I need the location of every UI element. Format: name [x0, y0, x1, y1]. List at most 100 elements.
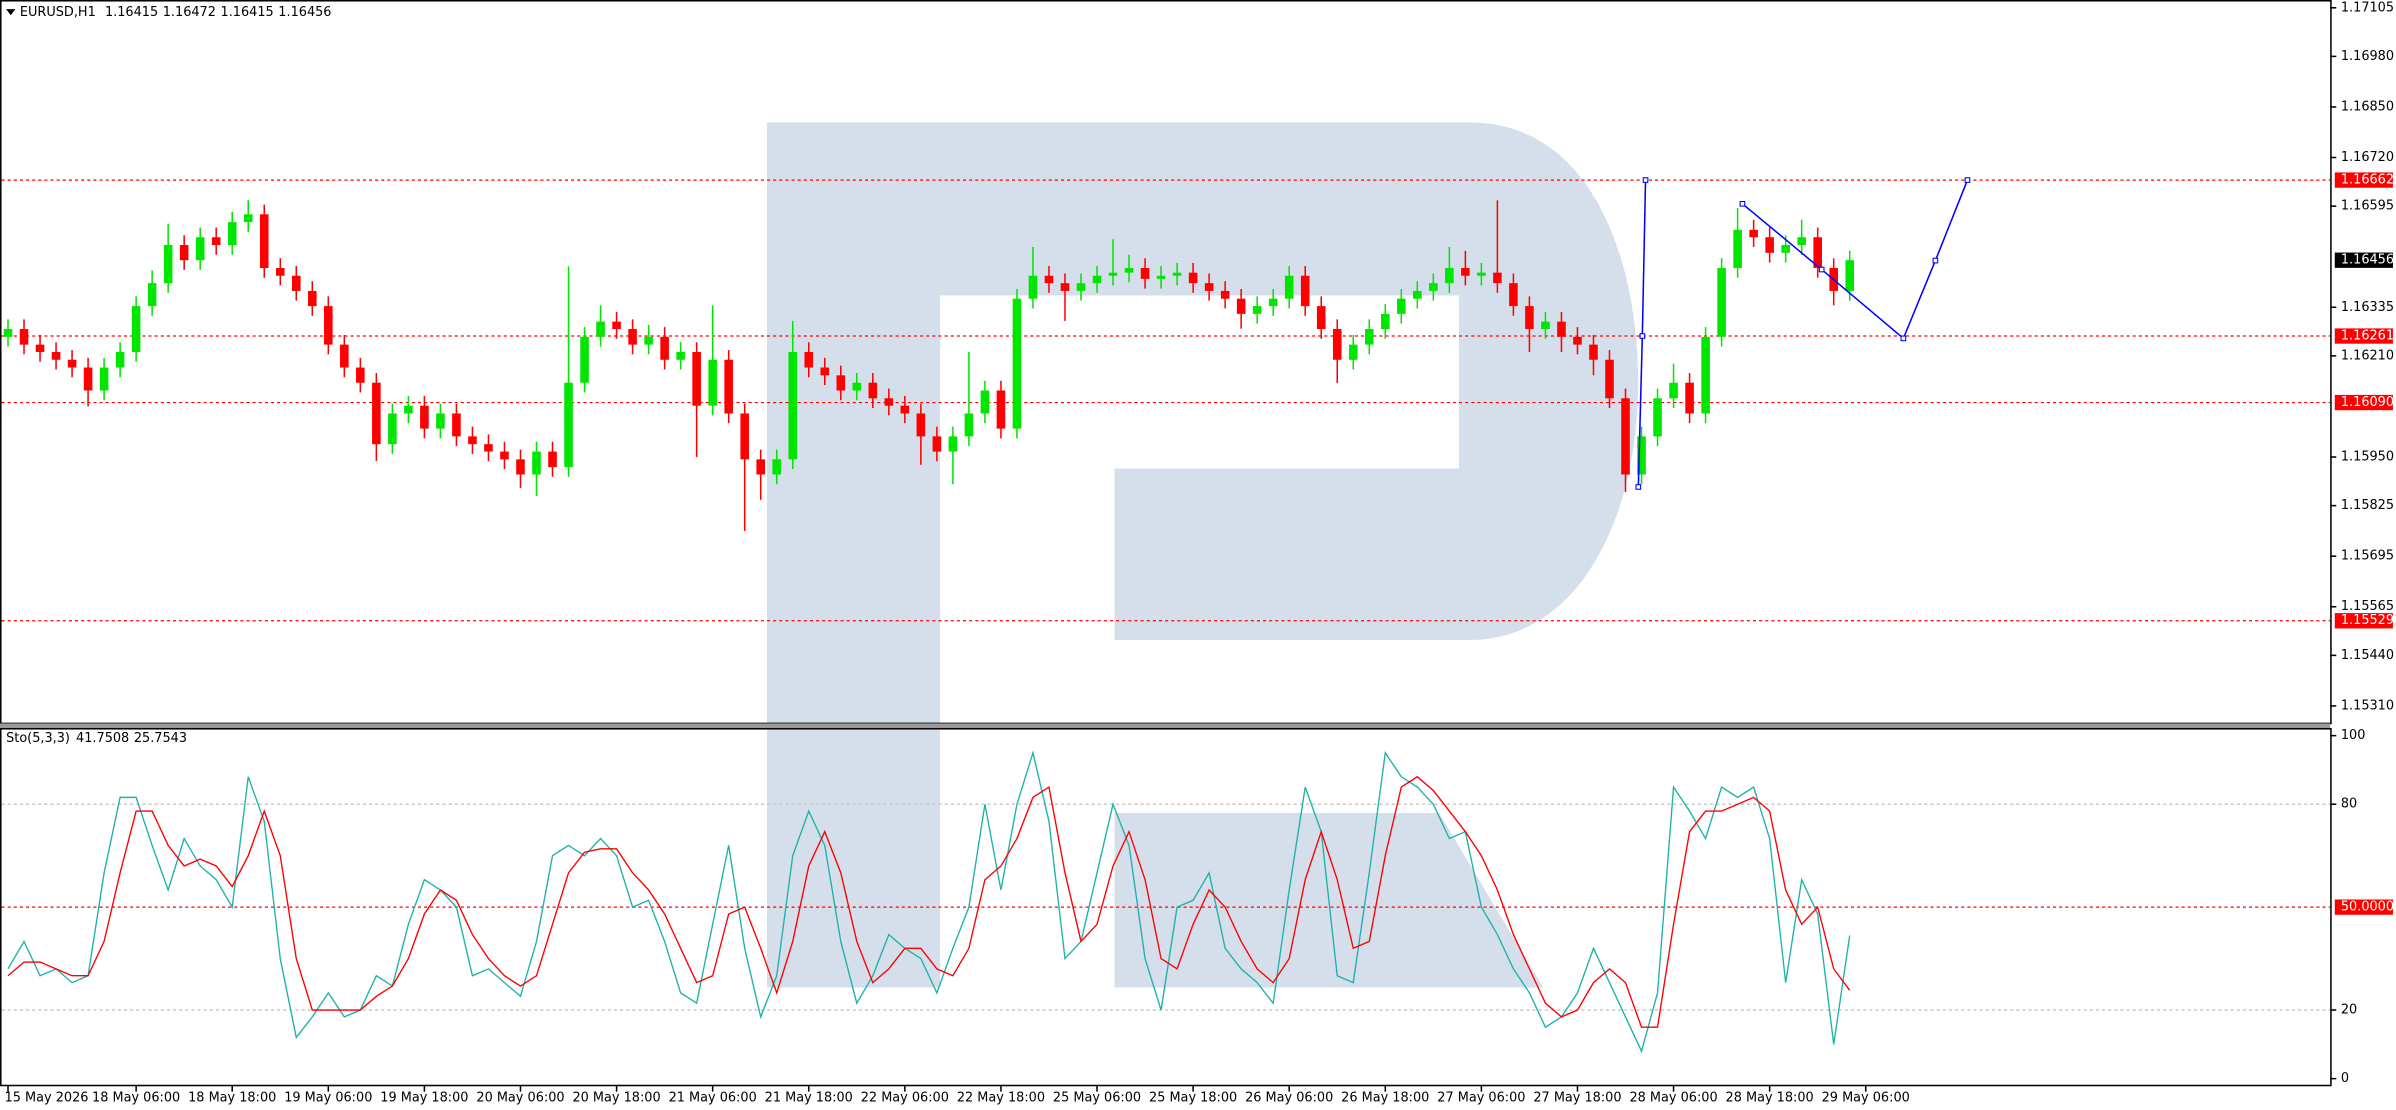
y-tick-label: 20: [2341, 1003, 2357, 1018]
candle-body: [916, 413, 926, 437]
level-label: 1.16090: [2341, 395, 2394, 410]
candle-body: [1477, 272, 1486, 276]
oscillator-value: 25.7543: [134, 730, 187, 745]
x-tick-label: 27 May 18:00: [1533, 1090, 1621, 1105]
y-tick-label: 1.16720: [2341, 150, 2394, 165]
candle-body: [676, 351, 685, 360]
candle-body: [1621, 398, 1630, 475]
candle-body: [1236, 298, 1246, 314]
last-price-box: [2334, 252, 2393, 268]
candle-body: [243, 214, 253, 223]
candle-body: [1332, 329, 1342, 360]
candle-body: [580, 336, 589, 383]
x-tick-label: 25 May 06:00: [1053, 1090, 1141, 1105]
candle-body: [1733, 229, 1742, 268]
candle-body: [644, 336, 653, 345]
candle-body: [1589, 344, 1598, 360]
forecast-point: [1739, 200, 1746, 207]
header-value: 1.16415: [221, 5, 274, 20]
candle-body: [772, 459, 782, 475]
candle-body: [115, 351, 125, 368]
candle-body: [1252, 306, 1262, 314]
level-label-box: [2334, 394, 2393, 411]
candle-body: [884, 398, 894, 406]
candle-body: [1284, 275, 1294, 299]
x-tick-label: 21 May 18:00: [765, 1090, 853, 1105]
candle-body: [1316, 306, 1326, 330]
y-tick-label: 1.16850: [2341, 99, 2394, 114]
candle-body: [1653, 398, 1662, 437]
candle-body: [1028, 275, 1038, 299]
candle-body: [564, 382, 573, 468]
candle-body: [1156, 275, 1166, 279]
y-tick-label: 100: [2341, 728, 2366, 743]
candles: [3, 200, 1855, 531]
candle-body: [692, 351, 701, 406]
candle-body: [1637, 436, 1646, 475]
forecast-point: [1635, 484, 1642, 490]
candle-body: [484, 444, 493, 452]
candle-body: [436, 413, 445, 429]
candle-body: [275, 267, 285, 276]
candle-body: [612, 321, 621, 330]
candle-body: [1348, 344, 1358, 360]
candle-body: [1429, 283, 1438, 291]
oscillator-line: [7, 775, 1851, 1028]
candle-body: [1669, 382, 1678, 399]
y-tick-label: 1.16210: [2341, 348, 2394, 363]
candle-body: [131, 306, 141, 352]
candle-body: [356, 367, 365, 383]
candle-body: [516, 459, 525, 475]
x-tick-label: 19 May 06:00: [284, 1090, 372, 1105]
candle-body: [340, 344, 349, 368]
candle-body: [788, 351, 798, 460]
oscillator-name: Sto(5,3,3): [6, 730, 70, 745]
candle-body: [708, 359, 717, 406]
y-tick-label: 1.15310: [2341, 698, 2394, 713]
candle-body: [404, 405, 413, 414]
candle-body: [1749, 229, 1758, 238]
level-label-box: [2334, 613, 2393, 629]
candle-body: [996, 390, 1006, 429]
candle-body: [500, 451, 509, 460]
candle-body: [1525, 306, 1534, 330]
x-tick-label: 28 May 18:00: [1726, 1090, 1814, 1105]
candle-body: [660, 336, 669, 360]
forecast-point: [1932, 257, 1939, 264]
candle-body: [804, 351, 814, 368]
x-tick-label: 15 May 2026: [5, 1090, 89, 1105]
candle-body: [852, 382, 862, 391]
candle-body: [1124, 267, 1134, 273]
header-value: 1.16472: [163, 5, 216, 20]
oscillator-panel-frame: [0, 728, 2332, 1087]
candle-body: [1461, 267, 1470, 276]
candle-body: [1076, 283, 1086, 291]
menu-triangle[interactable]: [6, 9, 16, 16]
panel-separator[interactable]: [0, 723, 2331, 729]
candle-body: [1685, 382, 1694, 414]
candle-body: [163, 245, 173, 284]
header-value: 1.16456: [278, 5, 331, 20]
candle-body: [1797, 237, 1806, 246]
level-label-box: [2334, 899, 2393, 915]
candle-body: [1813, 237, 1822, 268]
candle-body: [900, 405, 910, 414]
x-tick-label: 21 May 06:00: [669, 1090, 757, 1105]
candle-body: [179, 245, 189, 261]
candle-body: [1364, 329, 1374, 345]
candle-body: [1300, 275, 1310, 307]
y-tick-label: 1.15565: [2341, 599, 2394, 614]
candle-body: [724, 359, 733, 414]
candle-body: [1557, 321, 1566, 337]
level-label-box: [2334, 172, 2393, 188]
candle-body: [195, 237, 205, 261]
candle-body: [259, 214, 269, 268]
candle-body: [1268, 298, 1278, 307]
y-tick-label: 1.15950: [2341, 450, 2394, 465]
candle-body: [596, 321, 605, 337]
candle-body: [1701, 336, 1710, 414]
candle-body: [1108, 272, 1118, 276]
candle-body: [19, 329, 29, 345]
level-label: 1.16261: [2341, 329, 2394, 344]
